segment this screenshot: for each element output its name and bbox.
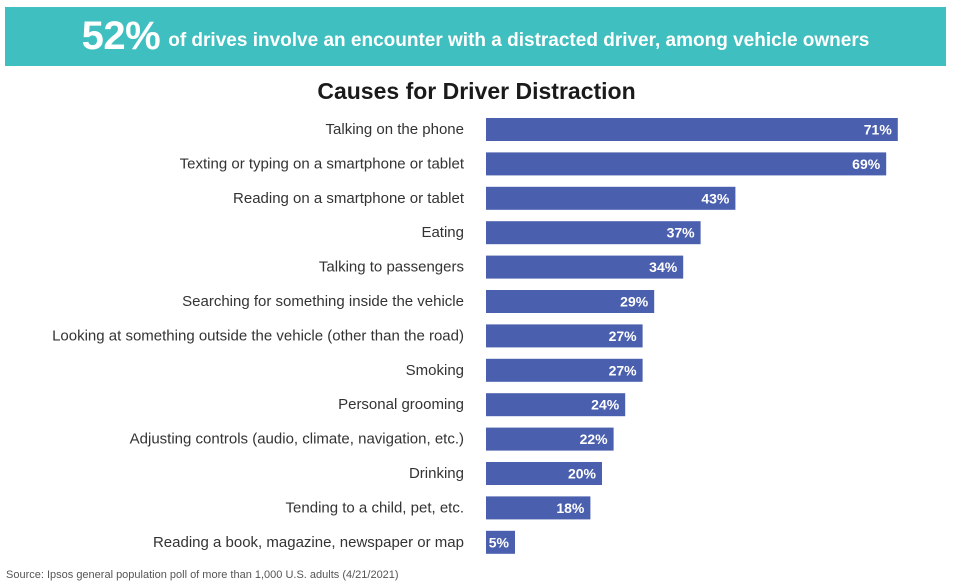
value-label: 34% [649, 259, 678, 275]
bar-group: Talking to passengers 34% [319, 255, 684, 279]
category-label: Adjusting controls (audio, climate, navi… [130, 431, 464, 448]
bar [486, 393, 626, 417]
bar-group: Adjusting controls (audio, climate, navi… [130, 427, 614, 451]
source-note: Source: Ipsos general population poll of… [6, 569, 399, 581]
category-label: Talking on the phone [326, 121, 464, 138]
category-label: Talking to passengers [319, 259, 464, 276]
category-label: Looking at something outside the vehicle… [52, 327, 464, 344]
value-label: 18% [556, 500, 585, 516]
bar [486, 221, 701, 245]
value-label: 71% [864, 122, 893, 138]
value-label: 69% [852, 156, 881, 172]
value-label: 24% [591, 397, 620, 413]
bar-group: Personal grooming 24% [338, 393, 626, 417]
bar-group: Eating 37% [421, 221, 701, 245]
bar [486, 427, 614, 451]
category-label: Reading a book, magazine, newspaper or m… [153, 534, 464, 551]
bar-group: Drinking 20% [409, 462, 602, 485]
bar [486, 530, 515, 554]
bar [486, 255, 684, 279]
value-label: 27% [609, 362, 638, 378]
bar-group: Tending to a child, pet, etc. 18% [286, 496, 591, 520]
headline-banner: 52% of drives involve an encounter with … [5, 7, 946, 66]
category-label: Eating [421, 224, 464, 241]
value-label: 22% [580, 431, 609, 447]
category-label: Smoking [406, 362, 464, 379]
bar [486, 496, 591, 520]
category-label: Searching for something inside the vehic… [182, 293, 464, 310]
headline-percentage: 52% [81, 14, 161, 58]
value-label: 29% [620, 294, 649, 310]
bar-group: Reading on a smartphone or tablet 43% [233, 186, 736, 210]
category-label: Texting or typing on a smartphone or tab… [180, 155, 465, 172]
bar [486, 152, 887, 176]
value-label: 5% [489, 534, 510, 550]
category-label: Reading on a smartphone or tablet [233, 190, 465, 207]
bar-group: Looking at something outside the vehicle… [52, 324, 643, 348]
bar-group: Searching for something inside the vehic… [182, 290, 655, 313]
value-label: 37% [667, 225, 696, 241]
bar [486, 324, 643, 348]
value-label: 20% [568, 466, 597, 482]
bar [486, 358, 643, 382]
headline-text: of drives involve an encounter with a di… [168, 29, 870, 51]
bar-group: Reading a book, magazine, newspaper or m… [153, 530, 515, 554]
chart-title: Causes for Driver Distraction [317, 78, 636, 104]
bar-group: Smoking 27% [406, 358, 643, 382]
category-label: Drinking [409, 465, 464, 482]
category-label: Personal grooming [338, 396, 464, 413]
bar [486, 186, 736, 210]
value-label: 43% [701, 190, 730, 206]
value-label: 27% [609, 328, 638, 344]
category-label: Tending to a child, pet, etc. [286, 499, 464, 516]
bar-group: Talking on the phone 71% [326, 118, 898, 141]
bar [486, 118, 898, 141]
bar [486, 290, 655, 313]
bar-group: Texting or typing on a smartphone or tab… [180, 152, 887, 176]
bar [486, 462, 602, 485]
